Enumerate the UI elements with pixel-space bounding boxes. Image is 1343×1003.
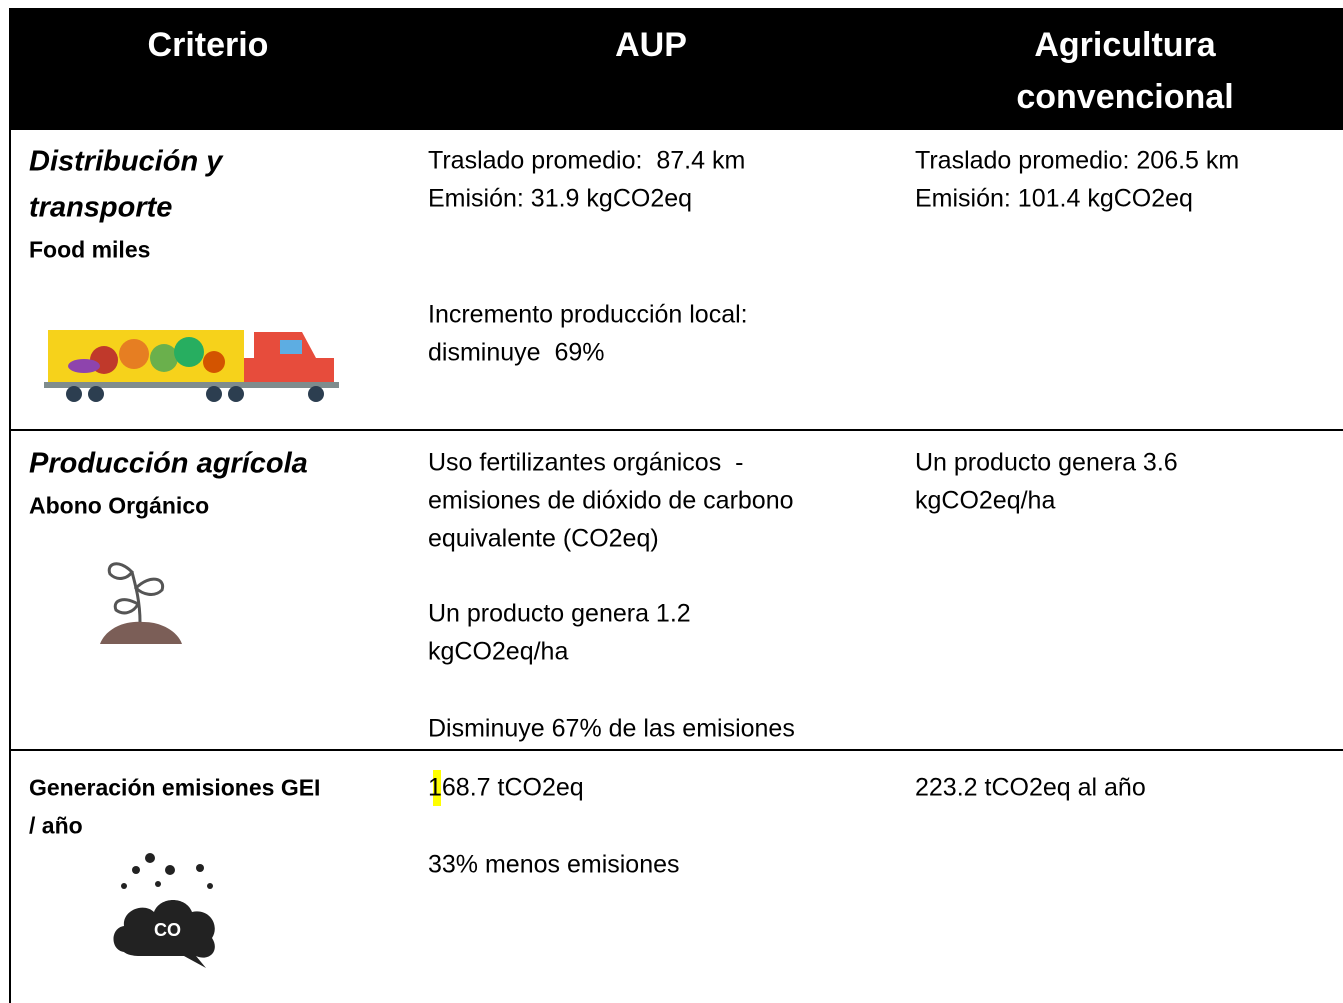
header-cell: Agricultura [1034,26,1216,64]
highlight [433,770,441,806]
cell-text: Un producto genera 3.6 [915,448,1178,477]
criterion-subtitle: / año [29,812,83,839]
cell-text: Traslado promedio: 206.5 km [915,146,1240,175]
criterion: Producción agrícola [29,447,308,480]
criterion-subtitle: Generación emisiones GEI [29,774,321,801]
cell-text: 223.2 tCO2eq al año [915,773,1146,802]
header-cell: AUP [615,26,687,64]
cell-text: Un producto genera 1.2 [428,599,691,628]
row-line [9,429,1343,431]
cell-text: 168.7 tCO2eq [428,773,584,802]
cell-text: disminuye 69% [428,338,605,367]
header-bg [9,8,1343,130]
criterion-subtitle: Food miles [29,236,151,263]
criterion-subtitle: Abono Orgánico [29,492,210,519]
cell-text: kgCO2eq/ha [915,486,1056,515]
header-cell: Criterio [147,26,269,64]
cell-text: equivalente (CO2eq) [428,524,659,553]
icon-label: CO [154,920,181,940]
criterion: Distribución y [29,145,223,178]
row-line [9,749,1343,751]
cell-text: Traslado promedio: 87.4 km [428,146,746,175]
cell-text: kgCO2eq/ha [428,637,569,666]
cell-text: Emisión: 101.4 kgCO2eq [915,184,1193,213]
cell-text: Disminuye 67% de las emisiones [428,714,795,743]
cell-text: Uso fertilizantes orgánicos - [428,448,744,477]
criterion: transporte [29,191,173,224]
cell-text: Emisión: 31.9 kgCO2eq [428,184,693,213]
plant-icon [100,562,182,644]
cell-text: emisiones de dióxido de carbono [428,486,794,515]
co2-icon: CO [113,853,215,968]
header-cell: convencional [1016,78,1234,116]
cell-text: Incremento producción local: [428,300,748,329]
cell-text: 33% menos emisiones [428,850,680,879]
left-border [9,8,11,1003]
truck-icon [44,330,339,402]
